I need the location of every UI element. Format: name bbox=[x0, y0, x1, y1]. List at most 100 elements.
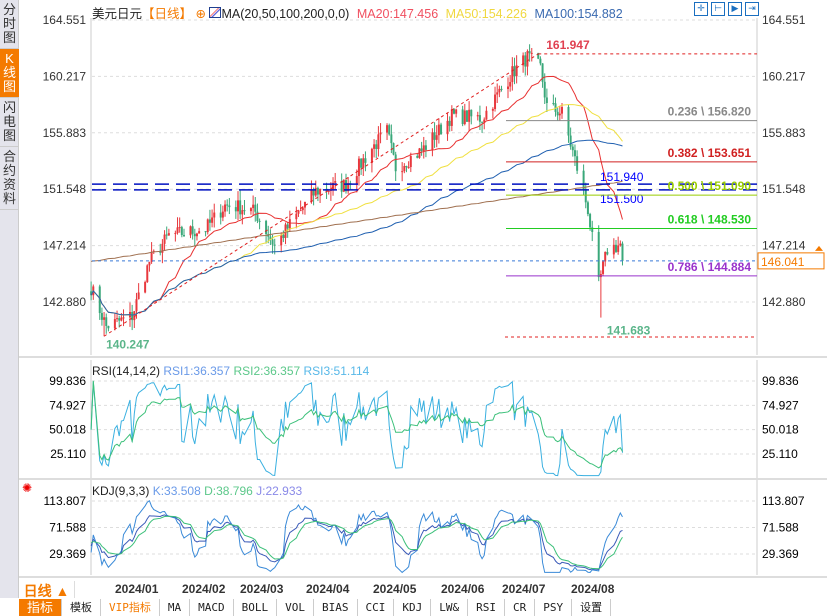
candle-body bbox=[107, 325, 110, 329]
candle-body bbox=[386, 125, 389, 133]
sidebar-item-3[interactable]: 合约资料 bbox=[0, 147, 19, 210]
kdj-tick-right: 29.369 bbox=[762, 547, 799, 561]
sidebar-item-1[interactable]: K线图 bbox=[0, 49, 19, 98]
low-label: 141.683 bbox=[607, 324, 651, 338]
candle-body bbox=[116, 318, 119, 320]
candle-body bbox=[316, 187, 319, 195]
tab-8[interactable]: CCI bbox=[357, 599, 395, 616]
candle-body bbox=[407, 167, 410, 169]
kdj-k-value: K:33.508 bbox=[152, 484, 201, 498]
sidebar-item-2[interactable]: 闪电图 bbox=[0, 98, 19, 147]
candle-body bbox=[148, 261, 151, 266]
candle-body bbox=[606, 251, 609, 255]
tab-3[interactable]: MA bbox=[159, 599, 191, 616]
period-tag: 【日线】 bbox=[142, 7, 193, 21]
tab-13[interactable]: PSY bbox=[535, 599, 573, 616]
candle-body bbox=[327, 190, 330, 192]
tab-14[interactable]: 设置 bbox=[572, 599, 612, 616]
exit-icon[interactable]: ⇥ bbox=[745, 2, 759, 16]
candle-body bbox=[437, 124, 440, 136]
candle-body bbox=[299, 210, 302, 212]
candle-body bbox=[301, 207, 304, 211]
date-label: 2024/02 bbox=[182, 582, 226, 596]
candle-body bbox=[150, 251, 153, 262]
candle-body bbox=[332, 182, 335, 190]
ma-label: MA(20,50,100,200,0,0) bbox=[221, 7, 350, 21]
candle-body bbox=[265, 220, 268, 235]
tab-12[interactable]: CR bbox=[505, 599, 536, 616]
high-label: 161.947 bbox=[546, 38, 590, 52]
tab-1[interactable]: 模板 bbox=[62, 599, 102, 616]
indicator-chart-icon[interactable] bbox=[209, 7, 222, 18]
fib-label: 0.382 \ 153.651 bbox=[668, 146, 752, 160]
candle-body bbox=[465, 110, 468, 122]
rsi-tick-left: 74.927 bbox=[49, 398, 86, 412]
kdj-header: KDJ(9,3,3) K:33.508 D:38.796 J:22.933 bbox=[92, 484, 302, 498]
candle-body bbox=[98, 286, 101, 314]
tab-11[interactable]: RSI bbox=[468, 599, 506, 616]
tab-0[interactable]: 指标 bbox=[19, 599, 63, 616]
rsi2-value: RSI2:36.357 bbox=[233, 364, 301, 378]
trend-line bbox=[103, 53, 539, 337]
candle-body bbox=[211, 217, 214, 223]
settings-sun-icon[interactable]: ✺ bbox=[22, 481, 33, 495]
rsi1-line bbox=[90, 380, 623, 477]
candle-body bbox=[360, 158, 363, 168]
price-tick-right: 151.548 bbox=[762, 182, 806, 196]
candle-body bbox=[131, 311, 134, 321]
candle-body bbox=[431, 132, 434, 150]
kdj-d-value: D:38.796 bbox=[204, 484, 253, 498]
candle-body bbox=[498, 88, 501, 93]
tab-2[interactable]: VIP指标 bbox=[101, 599, 160, 616]
candle-body bbox=[496, 92, 499, 95]
tab-7[interactable]: BIAS bbox=[314, 599, 358, 616]
candle-body bbox=[342, 180, 345, 192]
candle-body bbox=[530, 52, 533, 54]
candle-body bbox=[470, 109, 473, 117]
candle-body bbox=[254, 204, 257, 212]
candle-body bbox=[597, 231, 600, 278]
fib-label: 0.786 \ 144.884 bbox=[668, 260, 752, 274]
tab-6[interactable]: VOL bbox=[277, 599, 315, 616]
rsi1-value: RSI1:36.357 bbox=[163, 364, 231, 378]
candle-body bbox=[345, 180, 347, 192]
crosshair-icon[interactable]: ✛ bbox=[694, 2, 708, 16]
candle-body bbox=[144, 282, 147, 293]
tab-9[interactable]: KDJ bbox=[394, 599, 432, 616]
date-label: 2024/06 bbox=[441, 582, 485, 596]
candle-body bbox=[602, 261, 605, 274]
tab-4[interactable]: MACD bbox=[190, 599, 234, 616]
candle-body bbox=[537, 52, 540, 59]
sidebar-item-0[interactable]: 分时图 bbox=[0, 0, 19, 49]
price-tick-left: 151.548 bbox=[43, 182, 87, 196]
zoom-range-icon[interactable]: ⊢ bbox=[711, 2, 725, 16]
ma50-line bbox=[90, 104, 623, 316]
period-selector[interactable]: 日线 ▲ bbox=[19, 581, 75, 599]
play-range-icon[interactable]: ▶ bbox=[728, 2, 742, 16]
candle-body bbox=[388, 125, 391, 135]
candle-body bbox=[433, 132, 436, 140]
crosshair-toggle-icon[interactable]: ⊕ bbox=[195, 7, 206, 21]
rsi-tick-right: 50.018 bbox=[762, 423, 799, 437]
ma20-line bbox=[90, 75, 623, 316]
ma100-value: MA100:154.882 bbox=[534, 7, 623, 21]
sidebar: 分时图 K线图 闪电图 合约资料 bbox=[0, 0, 19, 598]
ma20-value: MA20:147.456 bbox=[356, 7, 439, 21]
candle-body bbox=[176, 227, 179, 234]
candle-body bbox=[468, 109, 471, 122]
price-tick-left: 164.551 bbox=[43, 13, 87, 27]
fib-label: 0.236 \ 156.820 bbox=[668, 105, 752, 119]
tab-5[interactable]: BOLL bbox=[233, 599, 278, 616]
candle-body bbox=[239, 200, 242, 215]
tab-10[interactable]: LW& bbox=[431, 599, 469, 616]
candle-body bbox=[226, 204, 229, 206]
candle-body bbox=[390, 134, 393, 144]
kdj-tick-left: 29.369 bbox=[49, 547, 86, 561]
kdj-d-line bbox=[90, 515, 623, 570]
candle-body bbox=[576, 156, 579, 171]
candle-body bbox=[208, 219, 211, 223]
price-tick-right: 147.214 bbox=[762, 239, 806, 253]
candle-body bbox=[478, 115, 481, 122]
candle-body bbox=[483, 119, 486, 123]
kline-chart[interactable]: 164.551 164.551 160.217 160.217 155.883 155.8… bbox=[0, 0, 827, 598]
